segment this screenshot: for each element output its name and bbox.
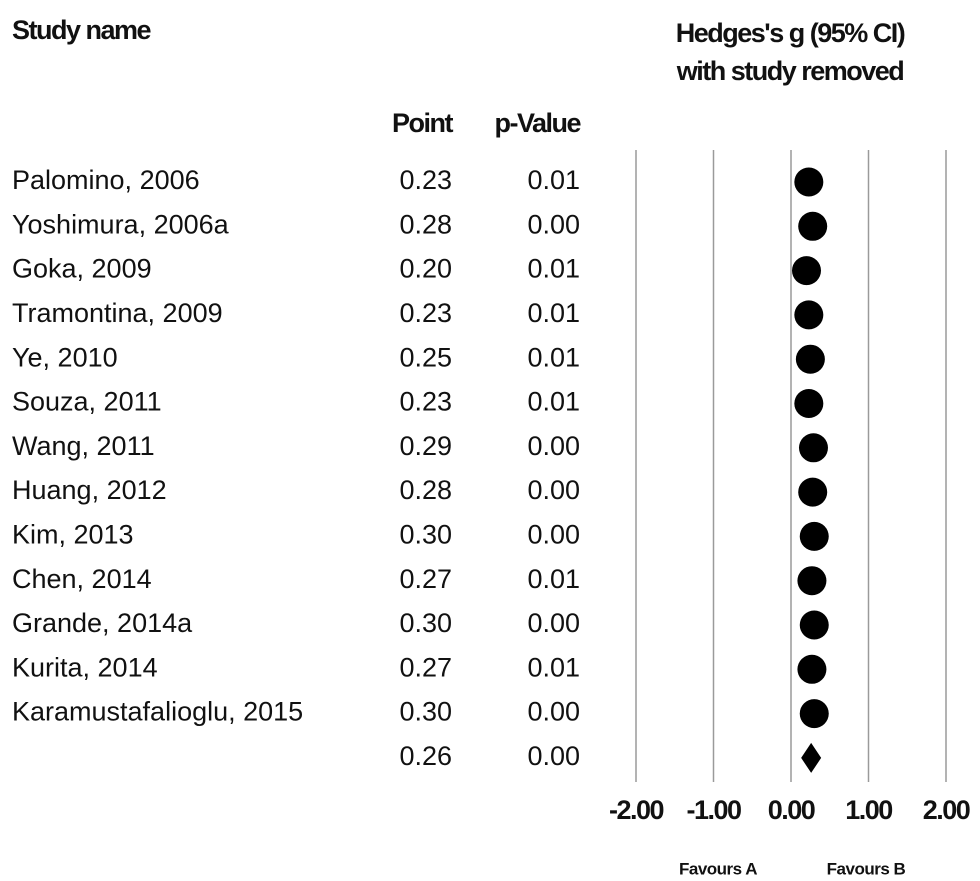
point-label: 0.23 [399, 298, 452, 328]
p-value: 0.00 [527, 697, 580, 727]
point-label: 0.30 [399, 520, 452, 550]
summary-diamond [801, 742, 822, 773]
point-label: 0.23 [399, 387, 452, 417]
p-value: 0.01 [527, 298, 580, 328]
point-marker [799, 610, 829, 640]
p-value: 0.00 [527, 741, 580, 771]
study-name: Souza, 2011 [12, 387, 162, 417]
p-value: 0.00 [527, 608, 580, 638]
point-label: 0.30 [399, 608, 452, 638]
study-name: Wang, 2011 [12, 431, 155, 461]
study-name: Ye, 2010 [12, 342, 118, 372]
point-label: 0.23 [399, 165, 452, 195]
point-label: 0.20 [399, 254, 452, 284]
point-marker [794, 389, 824, 418]
point-label: 0.29 [399, 431, 452, 461]
study-name: Grande, 2014a [12, 608, 193, 638]
p-value: 0.01 [527, 165, 580, 195]
point-marker [797, 566, 827, 596]
study-name: Kim, 2013 [12, 520, 134, 550]
x-tick-label: 2.00 [923, 795, 970, 825]
point-label: 0.26 [399, 741, 452, 771]
study-name: Palomino, 2006 [12, 165, 200, 195]
study-name: Huang, 2012 [12, 475, 167, 505]
x-tick-label: 1.00 [845, 795, 892, 825]
point-label: 0.28 [399, 209, 452, 239]
p-value: 0.01 [527, 564, 580, 594]
point-marker [795, 344, 825, 374]
p-value: 0.00 [527, 475, 580, 505]
point-marker [797, 654, 827, 684]
study-name: Tramontina, 2009 [12, 298, 223, 328]
p-value: 0.00 [527, 520, 580, 550]
p-value: 0.01 [527, 254, 580, 284]
study-name: Karamustafalioglu, 2015 [12, 697, 303, 727]
p-value: 0.01 [527, 652, 580, 682]
point-marker [798, 477, 828, 507]
p-value: 0.00 [527, 431, 580, 461]
p-value: 0.01 [527, 387, 580, 417]
x-tick-label: -2.00 [609, 795, 664, 825]
point-header: Point [392, 108, 453, 138]
point-marker [799, 699, 829, 729]
point-marker [792, 256, 821, 286]
p-value: 0.01 [527, 342, 580, 372]
point-label: 0.27 [399, 564, 452, 594]
point-marker [798, 211, 828, 241]
effect-header: Hedges's g (95% CI) [676, 18, 905, 48]
study-header: Study name [12, 15, 152, 45]
point-label: 0.27 [399, 652, 452, 682]
point-label: 0.30 [399, 697, 452, 727]
x-tick-label: -1.00 [686, 795, 741, 825]
p-header: p-Value [494, 108, 581, 138]
study-name: Goka, 2009 [12, 254, 152, 284]
study-name: Kurita, 2014 [12, 652, 158, 682]
effect-header: with study removed [676, 56, 904, 86]
annotation: Favours A [679, 859, 757, 878]
study-name: Yoshimura, 2006a [12, 209, 230, 239]
point-marker [794, 300, 824, 330]
point-marker [798, 433, 828, 463]
x-tick-label: 0.00 [768, 795, 815, 825]
point-marker [799, 521, 829, 551]
p-value: 0.00 [527, 209, 580, 239]
study-name: Chen, 2014 [12, 564, 152, 594]
point-label: 0.28 [399, 475, 452, 505]
point-marker [794, 167, 824, 197]
point-label: 0.25 [399, 342, 452, 372]
annotation: Favours B [827, 859, 906, 878]
